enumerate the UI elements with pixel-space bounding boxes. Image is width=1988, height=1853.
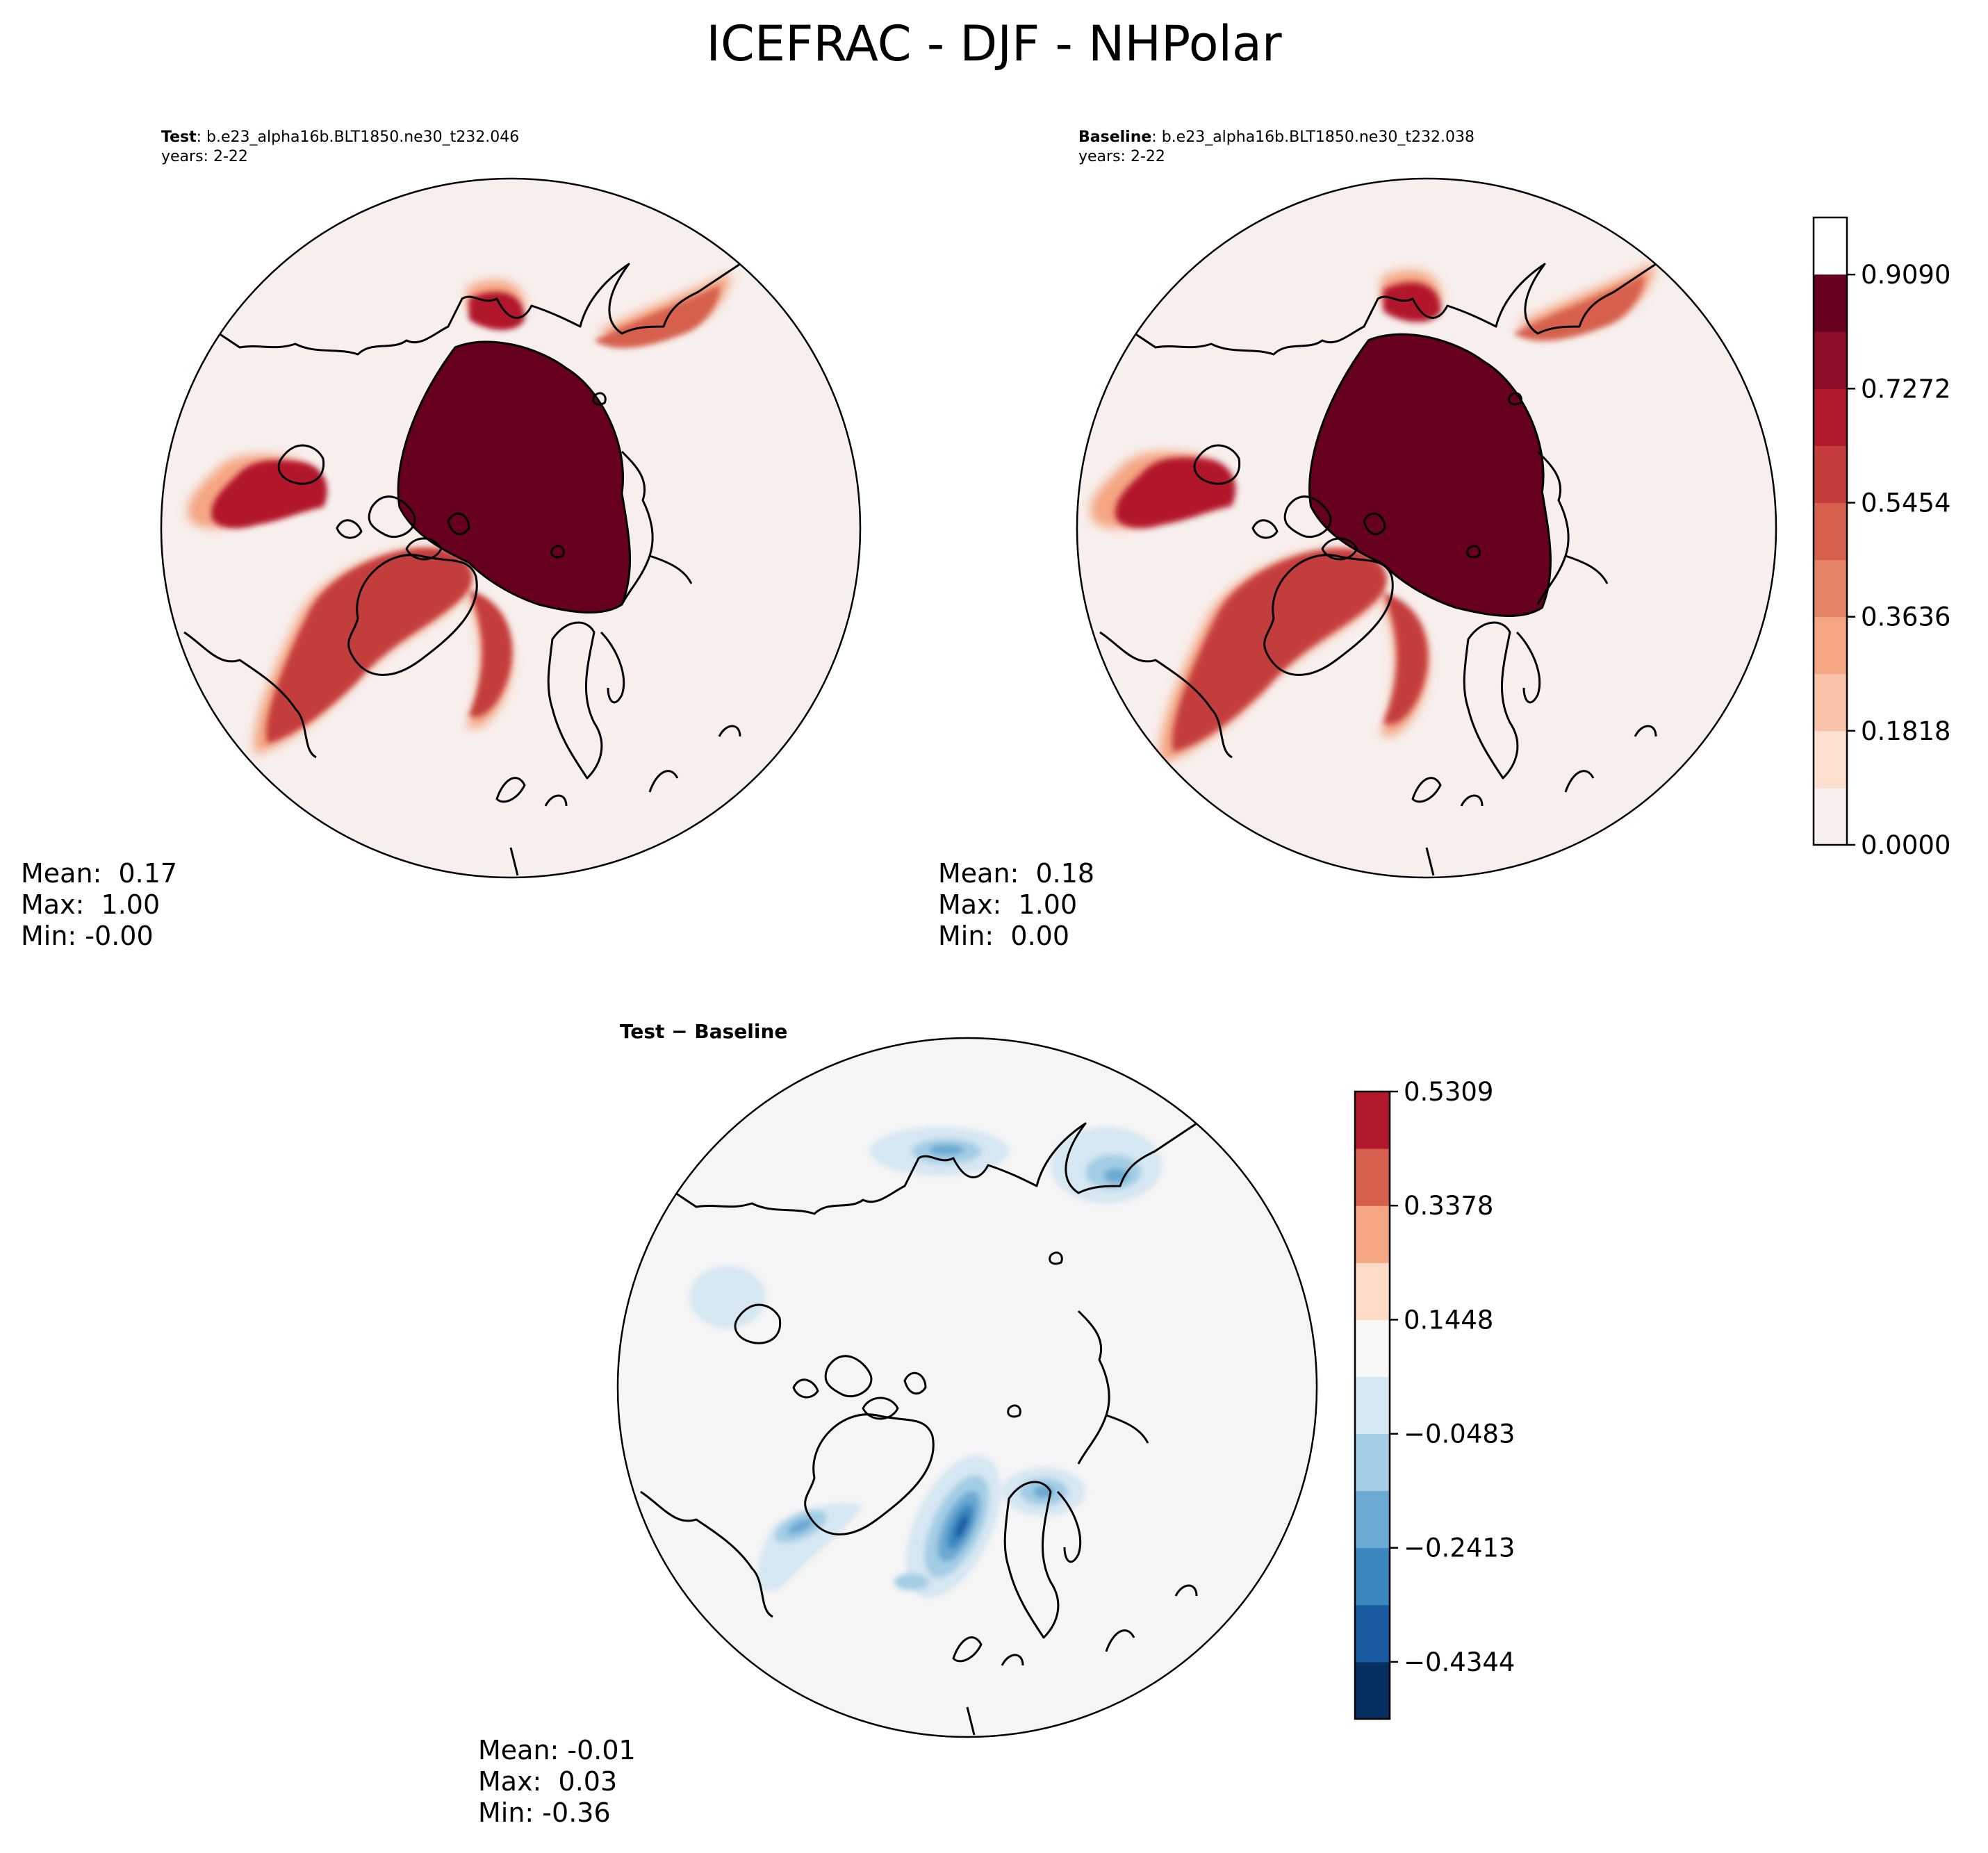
top-colorbar-swatch bbox=[1814, 673, 1847, 732]
test-label: Test bbox=[161, 129, 197, 146]
top-colorbar: 0.0000 0.1818 0.3636 0.5454 0.7272 0.9090 bbox=[1812, 216, 1950, 860]
diff-map-content bbox=[639, 1108, 1240, 1736]
top-colorbar-swatch bbox=[1814, 388, 1847, 446]
diff-colorbar-frame bbox=[1354, 1090, 1391, 1720]
baseline-years: years: 2-22 bbox=[1078, 148, 1165, 165]
test-stat-min: Min: -0.00 bbox=[21, 921, 154, 951]
baseline-map-boundary bbox=[1076, 177, 1777, 879]
diff-stats: Mean: -0.01 Max: 0.03 Min: -0.36 bbox=[478, 1735, 636, 1829]
diff-colorbar-swatch bbox=[1355, 1433, 1390, 1492]
baseline-map bbox=[1076, 177, 1777, 879]
baseline-stat-min: Min: 0.00 bbox=[938, 921, 1069, 951]
test-stat-max: Max: 1.00 bbox=[21, 889, 161, 920]
test-caption: Test: b.e23_alpha16b.BLT1850.ne30_t232.0… bbox=[161, 128, 519, 167]
baseline-label: Baseline bbox=[1078, 129, 1152, 146]
diff-colorbar: 0.5309 0.3378 0.1448 −0.0483 −0.2413 −0.4344 bbox=[1354, 1077, 1515, 1720]
diff-colorbar-tick-label: 0.3378 bbox=[1404, 1191, 1493, 1221]
diff-colorbar-tick-label: 0.5309 bbox=[1404, 1077, 1493, 1107]
diff-colorbar-swatch bbox=[1355, 1092, 1390, 1149]
top-colorbar-frame bbox=[1812, 216, 1848, 846]
diff-stat-min: Min: -0.36 bbox=[478, 1797, 611, 1828]
test-map bbox=[160, 177, 862, 879]
diff-colorbar-tick-label: −0.2413 bbox=[1404, 1533, 1515, 1563]
top-colorbar-swatch bbox=[1814, 787, 1847, 846]
diff-colorbar-tick-label: −0.0483 bbox=[1404, 1419, 1515, 1449]
baseline-stat-mean: Mean: 0.18 bbox=[938, 858, 1095, 889]
figure-title: ICEFRAC - DJF - NHPolar bbox=[706, 15, 1282, 72]
diff-colorbar-swatch bbox=[1355, 1490, 1390, 1549]
test-map-boundary bbox=[160, 177, 862, 879]
top-colorbar-tick-label: 0.7272 bbox=[1861, 374, 1950, 404]
diff-map-boundary bbox=[616, 1037, 1318, 1738]
diff-colorbar-swatch bbox=[1355, 1205, 1390, 1263]
top-colorbar-tick-label: 0.5454 bbox=[1861, 488, 1950, 518]
test-stat-mean: Mean: 0.17 bbox=[21, 858, 178, 889]
diff-stat-mean: Mean: -0.01 bbox=[478, 1735, 636, 1765]
diff-colorbar-swatch bbox=[1355, 1319, 1390, 1377]
test-years: years: 2-22 bbox=[161, 148, 248, 165]
top-colorbar-tick-label: 0.3636 bbox=[1861, 602, 1950, 632]
diff-map bbox=[616, 1037, 1318, 1738]
top-colorbar-swatch bbox=[1814, 445, 1847, 504]
diff-colorbar-swatch bbox=[1355, 1376, 1390, 1435]
top-colorbar-tick-label: 0.0000 bbox=[1861, 830, 1950, 860]
diff-colorbar-swatch bbox=[1355, 1148, 1390, 1206]
top-colorbar-swatch bbox=[1814, 616, 1847, 675]
diff-colorbar-swatch bbox=[1355, 1262, 1390, 1320]
top-colorbar-swatch bbox=[1814, 274, 1847, 332]
baseline-stat-max: Max: 1.00 bbox=[938, 889, 1078, 920]
diff-colorbar-tick-label: −0.4344 bbox=[1404, 1647, 1515, 1677]
diff-title: Test − Baseline bbox=[620, 1020, 788, 1043]
test-stats: Mean: 0.17 Max: 1.00 Min: -0.00 bbox=[21, 858, 177, 952]
top-colorbar-swatch bbox=[1814, 502, 1847, 561]
top-colorbar-swatch bbox=[1814, 331, 1847, 389]
top-colorbar-swatch bbox=[1814, 559, 1847, 618]
diff-colorbar-swatch bbox=[1355, 1547, 1390, 1606]
top-colorbar-tick-label: 0.1818 bbox=[1861, 716, 1950, 746]
baseline-case-name: : b.e23_alpha16b.BLT1850.ne30_t232.038 bbox=[1151, 129, 1474, 146]
top-colorbar-tick-label: 0.9090 bbox=[1861, 260, 1950, 290]
diff-colorbar-swatch bbox=[1355, 1604, 1390, 1663]
diff-colorbar-swatch bbox=[1355, 1661, 1390, 1720]
diff-colorbar-tick-label: 0.1448 bbox=[1404, 1305, 1493, 1335]
diff-stat-max: Max: 0.03 bbox=[478, 1766, 618, 1797]
top-colorbar-swatch bbox=[1814, 730, 1847, 789]
baseline-stats: Mean: 0.18 Max: 1.00 Min: 0.00 bbox=[938, 858, 1094, 952]
baseline-caption: Baseline: b.e23_alpha16b.BLT1850.ne30_t2… bbox=[1078, 128, 1474, 167]
test-case-name: : b.e23_alpha16b.BLT1850.ne30_t232.046 bbox=[196, 129, 520, 146]
